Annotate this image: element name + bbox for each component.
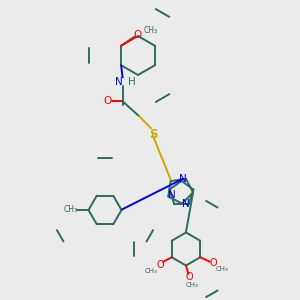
Text: O: O <box>185 272 193 282</box>
Text: CH₃: CH₃ <box>63 206 78 214</box>
Text: CH₃: CH₃ <box>145 268 158 274</box>
Text: N: N <box>115 77 123 87</box>
Text: H: H <box>128 77 136 87</box>
Text: CH₃: CH₃ <box>143 26 157 35</box>
Text: S: S <box>149 128 158 141</box>
Text: CH₃: CH₃ <box>186 282 198 288</box>
Text: O: O <box>209 258 217 268</box>
Text: O: O <box>103 96 112 106</box>
Text: N: N <box>168 190 176 200</box>
Text: N: N <box>178 174 186 184</box>
Text: O: O <box>157 260 164 270</box>
Text: N: N <box>182 199 190 208</box>
Text: CH₃: CH₃ <box>216 266 229 272</box>
Text: O: O <box>134 30 142 40</box>
